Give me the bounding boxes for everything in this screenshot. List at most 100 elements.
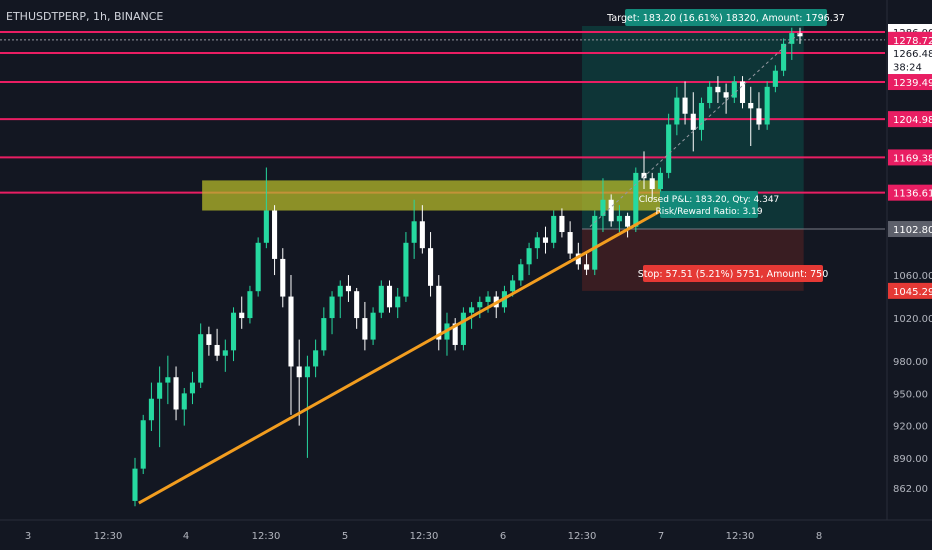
candle-body bbox=[148, 398, 154, 421]
candle bbox=[731, 76, 737, 103]
time-tick-label: 8 bbox=[816, 531, 822, 542]
candle-body bbox=[641, 172, 647, 179]
candle-body bbox=[189, 382, 196, 394]
candle bbox=[789, 27, 795, 60]
candle-body bbox=[477, 301, 483, 308]
candle bbox=[255, 237, 261, 297]
candle-body bbox=[436, 285, 442, 340]
candle-body bbox=[157, 382, 163, 399]
time-tick-label: 3 bbox=[25, 531, 31, 542]
candle bbox=[337, 280, 343, 319]
candle-body bbox=[329, 296, 335, 319]
candle-body bbox=[756, 108, 762, 125]
price-label: 1169.38 bbox=[893, 153, 932, 164]
price-label: 1045.29 bbox=[893, 287, 932, 298]
time-tick-label: 12:30 bbox=[726, 531, 755, 542]
candle bbox=[419, 205, 425, 254]
candle bbox=[239, 296, 245, 329]
candle bbox=[567, 221, 573, 259]
candle bbox=[173, 366, 179, 421]
candle-body bbox=[403, 242, 409, 297]
candle bbox=[583, 253, 590, 276]
price-label: 1102.80 bbox=[893, 225, 932, 236]
candle-body bbox=[551, 215, 557, 243]
candle bbox=[354, 287, 360, 329]
candle bbox=[756, 92, 762, 130]
candle bbox=[707, 81, 713, 109]
candle-body bbox=[386, 285, 393, 308]
closed-pnl-label: Closed P&L: 183.20, Qty: 4.347 bbox=[639, 195, 780, 205]
candle bbox=[214, 328, 220, 362]
candle-body bbox=[789, 33, 795, 44]
candle bbox=[739, 76, 746, 109]
candle-body bbox=[707, 86, 713, 103]
candle-body bbox=[362, 318, 368, 340]
candle bbox=[329, 291, 335, 335]
candle-body bbox=[534, 237, 540, 249]
candle-body bbox=[469, 307, 475, 313]
candle bbox=[666, 113, 672, 179]
candle-body bbox=[419, 221, 425, 249]
candle-body bbox=[132, 468, 138, 501]
candle-body bbox=[214, 344, 220, 356]
candle bbox=[452, 318, 458, 351]
candle-body bbox=[633, 172, 639, 227]
candle-body bbox=[600, 199, 606, 216]
candle bbox=[477, 296, 483, 319]
supply-zone bbox=[202, 180, 662, 211]
candle bbox=[460, 307, 466, 351]
candle bbox=[551, 210, 557, 249]
candle-body bbox=[428, 248, 434, 286]
price-label-box bbox=[888, 149, 932, 166]
candle bbox=[189, 371, 196, 405]
candle bbox=[674, 86, 680, 136]
candle-body bbox=[526, 248, 532, 265]
candle-body bbox=[510, 280, 516, 292]
target-label-box bbox=[625, 9, 827, 26]
candle-body bbox=[608, 199, 614, 222]
price-label: 38:24 bbox=[893, 63, 922, 74]
candle bbox=[657, 167, 663, 195]
candle bbox=[781, 38, 787, 77]
candle-body bbox=[321, 318, 327, 351]
candle-body bbox=[625, 215, 631, 227]
candle-body bbox=[723, 92, 729, 98]
candle-body bbox=[280, 258, 286, 297]
candle bbox=[723, 83, 729, 114]
time-tick-label: 12:30 bbox=[94, 531, 123, 542]
candle bbox=[698, 97, 705, 141]
candle-body bbox=[542, 237, 549, 243]
candle bbox=[280, 248, 286, 308]
candle bbox=[165, 355, 171, 405]
candle bbox=[542, 226, 549, 254]
candle bbox=[534, 232, 540, 259]
candle-body bbox=[731, 81, 737, 98]
candle bbox=[592, 210, 598, 276]
candle-body bbox=[764, 86, 770, 125]
candle bbox=[198, 323, 204, 388]
candle bbox=[157, 366, 163, 448]
candle-body bbox=[263, 210, 269, 243]
price-tick-label: 862.00 bbox=[893, 484, 928, 495]
candle-body bbox=[206, 334, 212, 345]
price-tick-label: 980.00 bbox=[893, 357, 928, 368]
price-label-box bbox=[888, 58, 932, 75]
candle-body bbox=[616, 215, 622, 222]
candle bbox=[715, 76, 721, 103]
candle-body bbox=[518, 264, 524, 281]
candle bbox=[649, 172, 655, 200]
candle-body bbox=[567, 232, 573, 254]
candle-body bbox=[559, 215, 565, 233]
candle-body bbox=[239, 312, 245, 319]
price-label-box bbox=[888, 31, 932, 48]
risk-reward-label: Risk/Reward Ratio: 3.19 bbox=[655, 207, 762, 217]
candle-body bbox=[715, 86, 721, 93]
price-tick-label: 890.00 bbox=[893, 454, 928, 465]
candle-body bbox=[198, 334, 204, 383]
price-tick-label: 1060.00 bbox=[893, 271, 932, 282]
candle bbox=[263, 167, 269, 249]
price-label-box bbox=[888, 184, 932, 201]
candle-body bbox=[181, 393, 187, 410]
candle bbox=[140, 414, 146, 475]
